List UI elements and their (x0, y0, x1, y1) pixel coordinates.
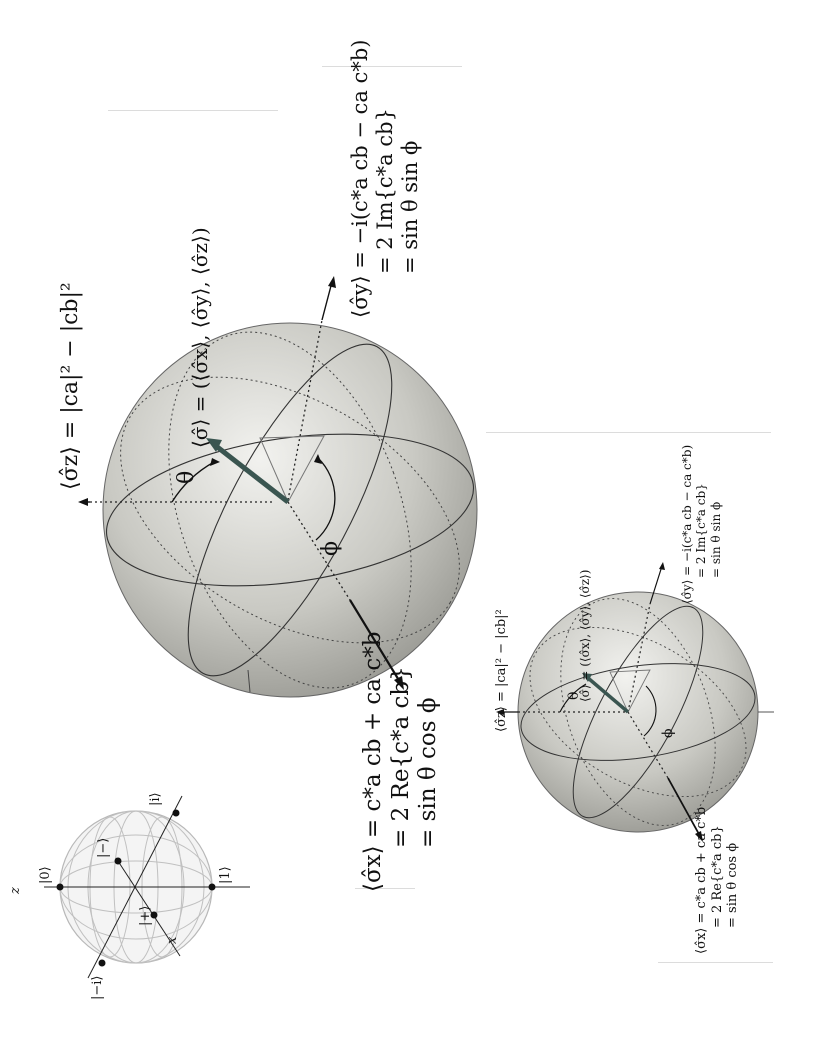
separator-rule (322, 66, 462, 67)
mini-axis-x-label: x (165, 936, 180, 944)
small-phi-label: ϕ (660, 728, 676, 738)
large-phi-label: ϕ (318, 541, 343, 556)
mini-axis-z-label: z (8, 887, 23, 894)
mini-bloch-sphere (30, 760, 270, 1000)
small-sigma-vector-equation: ⟨σ̂⟩ = (⟨σ̂x⟩, ⟨σ̂y⟩, ⟨σ̂z⟩) (578, 569, 592, 702)
small-sigma-x-equation: ⟨σ̂x⟩ = c*a cb + ca c*b = 2 Re{c*a cb} =… (694, 806, 741, 954)
mini-ket-minus-i-label: |−i⟩ (90, 975, 105, 1000)
mini-ket-plus-label: |+⟩ (138, 905, 153, 926)
mini-ket-1-label: |1⟩ (218, 866, 233, 884)
mini-sphere-graphic (44, 795, 250, 979)
small-bloch-sphere (490, 560, 780, 880)
large-sphere-graphic (78, 276, 478, 698)
large-sigma-x-equation: ⟨σ̂x⟩ = c*a cb + ca c*b = 2 Re{c*a cb} =… (360, 631, 442, 892)
small-sphere-graphic (496, 562, 774, 842)
large-sigma-z-equation: ⟨σ̂z⟩ = |ca|² − |cb|² (58, 282, 83, 490)
separator-rule (355, 888, 415, 889)
mini-ket-minus-label: |−⟩ (96, 837, 111, 858)
separator-rule (658, 962, 773, 963)
separator-rule (108, 110, 278, 111)
small-sigma-y-equation: ⟨σ̂y⟩ = −i(c*a cb − ca c*b) = 2 Im{c*a c… (680, 444, 723, 604)
mini-ket-i-label: |i⟩ (148, 792, 163, 806)
small-sigma-z-equation: ⟨σ̂z⟩ = |ca|² − |cb|² (494, 609, 509, 732)
large-bloch-sphere (60, 240, 530, 730)
large-theta-label: θ (174, 470, 199, 484)
separator-rule (486, 432, 771, 433)
mini-ket-0-label: |0⟩ (38, 866, 53, 884)
large-sigma-y-equation: ⟨σ̂y⟩ = −i(c*a cb − ca c*b) = 2 Im{c*a c… (348, 39, 423, 319)
large-sigma-vector-equation: ⟨σ̂⟩ = (⟨σ̂x⟩, ⟨σ̂y⟩, ⟨σ̂z⟩) (188, 227, 212, 448)
